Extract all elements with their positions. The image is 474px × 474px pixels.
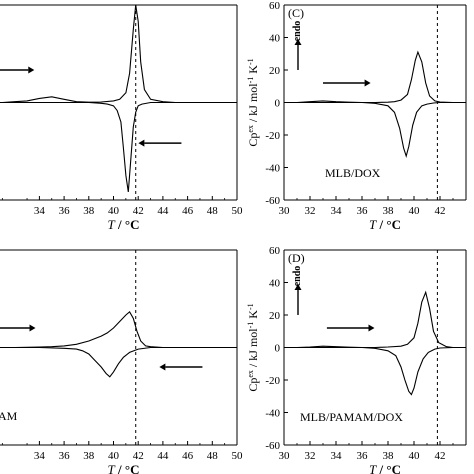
x-axis-label: T / °C bbox=[108, 462, 140, 474]
y-tick-label: -40 bbox=[265, 163, 280, 175]
sample-label: MLB/DOX bbox=[325, 166, 381, 180]
heating-curve bbox=[0, 310, 237, 349]
x-tick-label: 50 bbox=[232, 205, 244, 217]
x-tick-label: 36 bbox=[59, 205, 71, 217]
x-axis-label: T / °C bbox=[108, 217, 140, 232]
x-tick-label: 50 bbox=[232, 450, 244, 462]
x-tick-label: 34 bbox=[34, 205, 46, 217]
y-tick-label: -40 bbox=[265, 408, 280, 420]
endo-label: endo bbox=[292, 21, 303, 42]
panel-label: (D) bbox=[288, 251, 305, 265]
y-tick-label: 0 bbox=[275, 98, 281, 110]
y-tick-label: 20 bbox=[269, 310, 281, 322]
y-tick-label: 40 bbox=[269, 278, 281, 290]
heating-arrow-head bbox=[28, 66, 35, 74]
x-tick-label: 38 bbox=[83, 205, 95, 217]
x-tick-label: 46 bbox=[182, 450, 194, 462]
x-tick-label: 42 bbox=[435, 205, 446, 217]
cooling-arrow-head bbox=[159, 363, 166, 371]
x-tick-label: 34 bbox=[34, 450, 46, 462]
chart-panel-2: 30 32 34 36 38 40 42 60 40 20 0 -20 -40 -60 T / °C Cpex… bbox=[246, 0, 467, 232]
x-tick-label: 38 bbox=[383, 205, 395, 217]
heating-curve bbox=[284, 50, 466, 104]
x-tick-label: 40 bbox=[108, 205, 120, 217]
endo-arrow-head bbox=[294, 284, 302, 290]
y-tick-label: -20 bbox=[265, 375, 280, 387]
x-tick-label: 42 bbox=[133, 205, 144, 217]
x-tick-label: 36 bbox=[357, 205, 369, 217]
x-tick-label: 38 bbox=[83, 450, 95, 462]
y-tick-label: 40 bbox=[269, 33, 281, 45]
x-tick-label: 44 bbox=[157, 205, 169, 217]
y-tick-label: 0 bbox=[275, 343, 281, 355]
x-tick-label: 46 bbox=[182, 205, 194, 217]
heating-arrow-head bbox=[29, 324, 36, 332]
x-tick-label: 44 bbox=[157, 450, 169, 462]
sample-label: MLB/PAMAM/DOX bbox=[300, 410, 403, 424]
cooling-curve bbox=[0, 101, 237, 192]
x-tick-label: 34 bbox=[331, 205, 343, 217]
x-tick-label: 36 bbox=[59, 450, 71, 462]
cooling-arrow-head bbox=[138, 139, 145, 147]
y-axis-label: Cpex / kJ mol-1 K-1 bbox=[246, 58, 261, 146]
x-tick-label: 40 bbox=[409, 450, 421, 462]
chart-panel-3: 34 36 38 40 42 44 46 48 50 T / °C AM bbox=[0, 249, 244, 474]
x-tick-label: 42 bbox=[133, 450, 144, 462]
x-tick-label: 42 bbox=[435, 450, 446, 462]
x-tick-label: 34 bbox=[331, 450, 343, 462]
x-tick-label: 48 bbox=[207, 450, 219, 462]
y-tick-label: -20 bbox=[265, 130, 280, 142]
cooling-curve bbox=[284, 346, 466, 396]
heating-arrow-head bbox=[368, 324, 375, 332]
x-tick-label: 30 bbox=[279, 450, 291, 462]
x-tick-label: 40 bbox=[409, 205, 421, 217]
y-tick-label: 60 bbox=[269, 0, 281, 12]
heating-arrow-head bbox=[364, 79, 371, 87]
y-axis-label: Cpex / kJ mol-1 K-1 bbox=[246, 303, 261, 391]
y-tick-label: -60 bbox=[265, 195, 280, 207]
cooling-curve bbox=[284, 101, 466, 159]
sample-label: AM bbox=[0, 409, 18, 423]
endo-label: endo bbox=[292, 266, 303, 287]
y-tick-label: 60 bbox=[269, 245, 281, 257]
x-tick-label: 32 bbox=[305, 450, 316, 462]
x-tick-label: 48 bbox=[207, 205, 219, 217]
x-tick-label: 32 bbox=[305, 205, 316, 217]
x-axis-label: T / °C bbox=[369, 462, 401, 474]
endo-arrow-head bbox=[294, 39, 302, 45]
heating-curve bbox=[284, 290, 466, 349]
x-tick-label: 30 bbox=[279, 205, 291, 217]
y-tick-label: -60 bbox=[265, 440, 280, 452]
x-tick-label: 38 bbox=[383, 450, 395, 462]
cooling-curve bbox=[0, 346, 237, 378]
y-tick-label: 20 bbox=[269, 65, 281, 77]
chart-panel-4: 30 32 34 36 38 40 42 60 40 20 0 -20 -40 -60 T / °C Cpex… bbox=[246, 245, 467, 474]
heating-curve bbox=[0, 4, 237, 104]
panel-label: (C) bbox=[288, 6, 304, 20]
chart-panel-1: 34 36 38 40 42 44 46 48 50 T / °C bbox=[0, 4, 244, 232]
x-tick-label: 36 bbox=[357, 450, 369, 462]
x-axis-label: T / °C bbox=[369, 217, 401, 232]
x-tick-label: 40 bbox=[108, 450, 120, 462]
